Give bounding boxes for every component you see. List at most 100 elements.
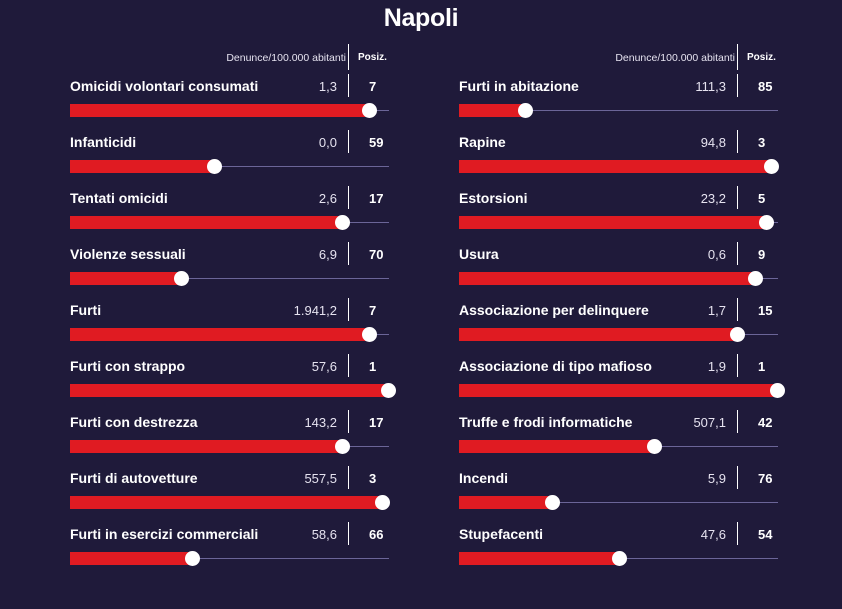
value-divider (348, 74, 349, 97)
value-divider (737, 242, 738, 265)
bar-marker (764, 159, 779, 174)
bar-fill (459, 552, 620, 565)
bar-fill (459, 440, 655, 453)
position-header: Posiz. (747, 52, 776, 63)
left-column: Denunce/100.000 abitanti Posiz. Omicidi … (70, 44, 400, 604)
rank-position: 9 (758, 247, 766, 262)
crime-row: Infanticidi 0,0 59 (70, 100, 400, 174)
bar-fill (70, 552, 193, 565)
rate-value: 1,3 (318, 79, 337, 94)
bar-fill (459, 272, 756, 285)
value-divider (348, 242, 349, 265)
rate-value: 507,1 (693, 415, 726, 430)
rank-position: 66 (369, 527, 384, 542)
crime-row: Associazione per delinquere 1,7 15 (459, 268, 789, 342)
crime-row: Rapine 94,8 3 (459, 100, 789, 174)
value-divider (348, 186, 349, 209)
rate-value: 2,6 (318, 191, 337, 206)
bar-marker (545, 495, 560, 510)
value-divider (737, 186, 738, 209)
rate-value: 0,6 (707, 247, 726, 262)
rate-header: Denunce/100.000 abitanti (615, 52, 735, 64)
bar-marker (748, 271, 763, 286)
bar-fill (70, 440, 343, 453)
bar-marker (612, 551, 627, 566)
rank-position: 17 (369, 191, 384, 206)
rate-value: 47,6 (700, 527, 726, 542)
bar-marker (730, 327, 745, 342)
value-divider (348, 466, 349, 489)
value-divider (737, 354, 738, 377)
value-divider (737, 466, 738, 489)
crime-row: Violenze sessuali 6,9 70 (70, 212, 400, 286)
bar-fill (459, 216, 767, 229)
crime-label: Violenze sessuali (70, 246, 186, 262)
crime-label: Associazione per delinquere (459, 302, 649, 318)
rate-value: 557,5 (304, 471, 337, 486)
crime-row: Furti con strappo 57,6 1 (70, 324, 400, 398)
rate-value: 1,9 (707, 359, 726, 374)
value-divider (737, 74, 738, 97)
value-divider (737, 522, 738, 545)
bar-track (70, 278, 389, 279)
crime-label: Furti di autovetture (70, 470, 198, 486)
bar-fill (70, 384, 389, 397)
crime-row: Incendi 5,9 76 (459, 436, 789, 510)
crime-row: Furti 1.941,2 7 (70, 268, 400, 342)
crime-row: Furti con destrezza 143,2 17 (70, 380, 400, 454)
crime-label: Omicidi volontari consumati (70, 78, 259, 94)
crime-row: Furti in abitazione 111,3 85 (459, 44, 789, 118)
crime-row: Usura 0,6 9 (459, 212, 789, 286)
bar-marker (647, 439, 662, 454)
bar-marker (362, 327, 377, 342)
rank-position: 7 (369, 79, 377, 94)
value-divider (348, 130, 349, 153)
rate-header: Denunce/100.000 abitanti (226, 52, 346, 64)
crime-row: Furti in esercizi commerciali 58,6 66 (70, 492, 400, 566)
bar-fill (459, 496, 553, 509)
rate-value: 94,8 (700, 135, 726, 150)
rank-position: 76 (758, 471, 773, 486)
rank-position: 3 (758, 135, 766, 150)
right-column: Denunce/100.000 abitanti Posiz. Furti in… (459, 44, 789, 604)
rate-value: 111,3 (695, 79, 726, 94)
crime-row: Truffe e frodi informatiche 507,1 42 (459, 380, 789, 454)
rate-value: 5,9 (707, 471, 726, 486)
crime-label: Incendi (459, 470, 509, 486)
bar-marker (770, 383, 785, 398)
rank-position: 59 (369, 135, 384, 150)
crime-label: Tentati omicidi (70, 190, 168, 206)
rank-position: 70 (369, 247, 384, 262)
rank-position: 85 (758, 79, 773, 94)
bar-marker (362, 103, 377, 118)
crime-label: Furti con destrezza (70, 414, 198, 430)
value-divider (737, 410, 738, 433)
crime-label: Estorsioni (459, 190, 528, 206)
crime-label: Furti con strappo (70, 358, 186, 374)
page-title: Napoli (383, 4, 459, 32)
bar-marker (174, 271, 189, 286)
bar-track (70, 166, 389, 167)
position-header: Posiz. (358, 52, 387, 63)
rate-value: 0,0 (318, 135, 337, 150)
crime-label: Truffe e frodi informatiche (459, 414, 633, 430)
rank-position: 54 (758, 527, 773, 542)
bar-track (459, 110, 778, 111)
bar-fill (70, 328, 370, 341)
value-divider (348, 522, 349, 545)
bar-fill (70, 104, 370, 117)
rate-value: 58,6 (311, 527, 337, 542)
header-divider (737, 44, 738, 70)
crime-label: Usura (459, 246, 499, 262)
bar-fill (70, 216, 343, 229)
bar-fill (70, 496, 383, 509)
value-divider (348, 354, 349, 377)
bar-fill (70, 160, 215, 173)
crime-row: Furti di autovetture 557,5 3 (70, 436, 400, 510)
bar-track (70, 558, 389, 559)
rate-value: 1.941,2 (293, 303, 337, 318)
bar-marker (375, 495, 390, 510)
bar-marker (335, 439, 350, 454)
crime-label: Rapine (459, 134, 506, 150)
crime-label: Stupefacenti (459, 526, 544, 542)
